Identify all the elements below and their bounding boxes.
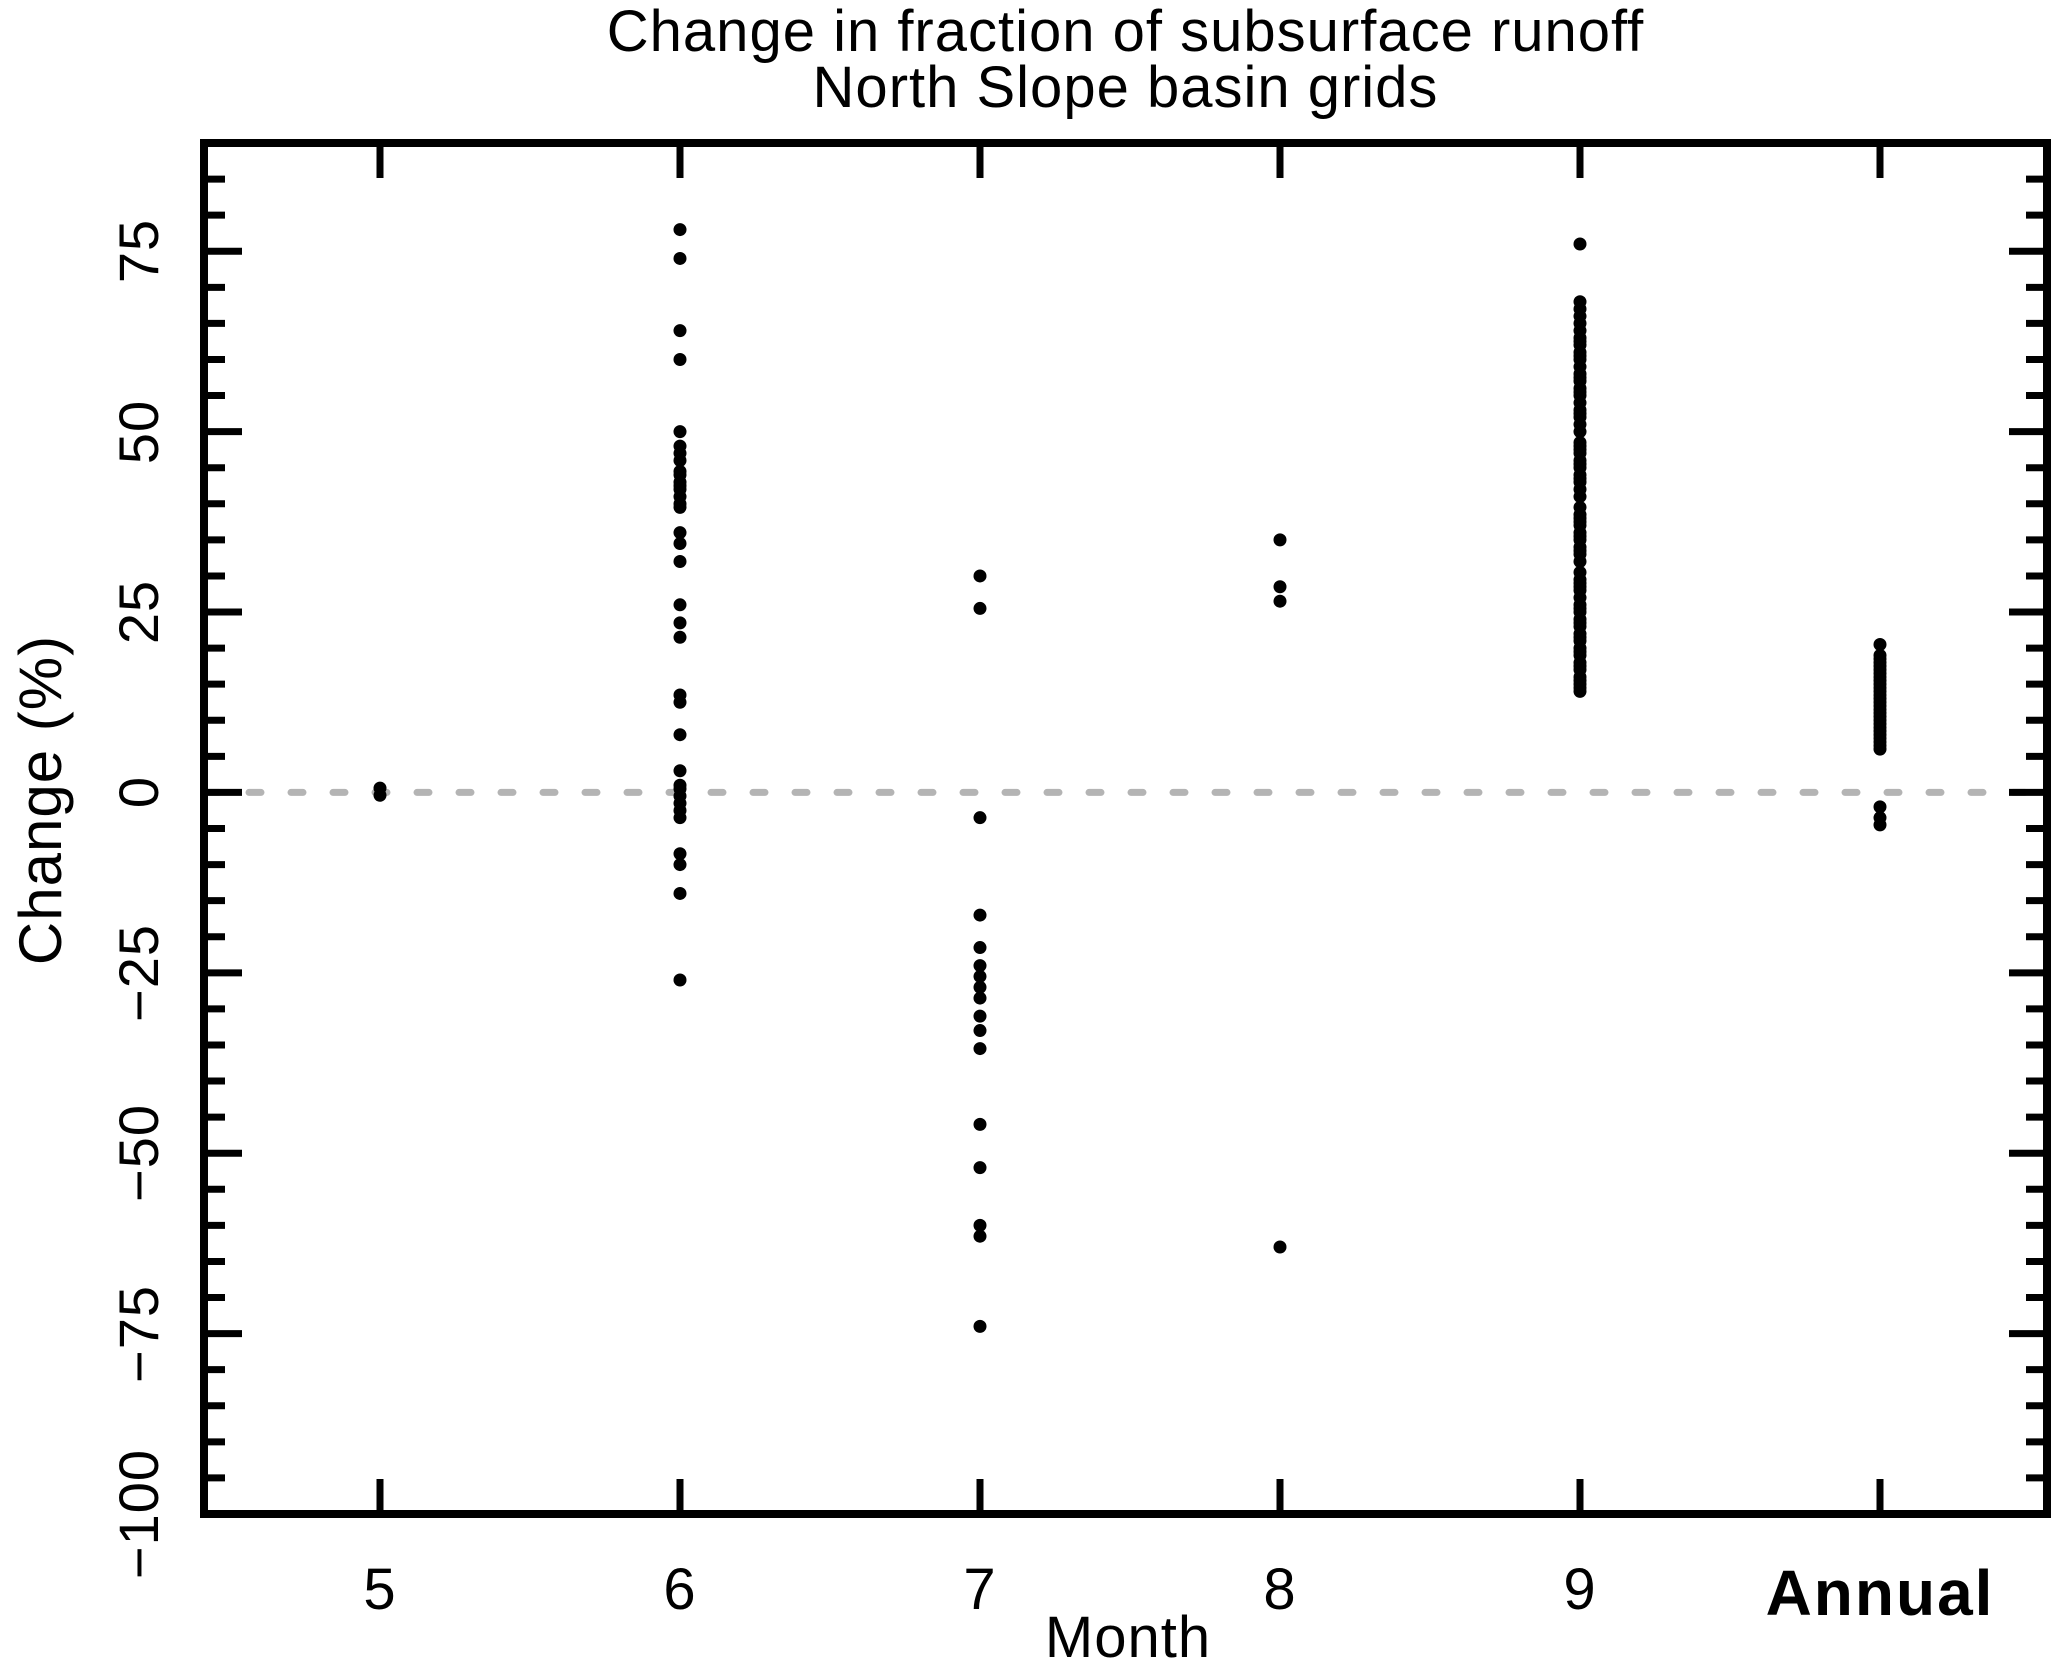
data-point [973,601,987,615]
data-point [1273,1240,1287,1254]
data-point [973,1161,987,1175]
data-point [1873,742,1887,756]
data-point [973,811,987,825]
data-point [673,223,687,237]
data-point [1573,555,1587,569]
data-point [973,1042,987,1056]
plot-frame [200,139,2051,1518]
x-tick-label: 5 [363,1557,397,1622]
data-point [673,598,687,612]
data-point [973,1229,987,1243]
data-point [973,969,987,983]
data-point [973,1117,987,1131]
data-point [1273,580,1287,594]
x-tick-label: 8 [1263,1557,1297,1622]
x-tick-label: Annual [1765,1557,1995,1629]
data-point [673,555,687,569]
data-point [973,941,987,955]
data-point [973,908,987,922]
data-point [673,973,687,987]
data-point [673,858,687,872]
data-point [1273,594,1287,608]
data-point [1573,684,1587,698]
data-point [673,616,687,630]
y-tick-label: −100 [106,1448,170,1580]
data-point [1573,237,1587,251]
data-point [973,569,987,583]
data-point [673,536,687,550]
x-tick-label: 6 [663,1557,697,1622]
data-point [973,1319,987,1333]
x-tick-label: 9 [1563,1557,1597,1622]
chart-title: Change in fraction of subsurface runoff … [204,0,2047,120]
x-tick-label: 7 [963,1557,997,1622]
data-point [973,991,987,1005]
x-ticks [376,143,1884,1514]
x-axis-title: Month [1044,1604,1212,1670]
data-point [1873,818,1887,832]
data-point [673,728,687,742]
data-point [373,788,387,802]
data-point [673,526,687,540]
data-point [673,425,687,439]
data-point [673,847,687,861]
data-point [973,980,987,994]
data-point [973,1218,987,1232]
data-point [673,630,687,644]
data-point [673,352,687,366]
data-point [673,811,687,825]
data-point [973,959,987,973]
data-point [1273,533,1287,547]
chart-title-line2: North Slope basin grids [812,55,1439,120]
data-point [673,886,687,900]
data-point [1573,490,1587,504]
data-point [673,453,687,467]
y-ticks [204,175,2047,1518]
data-point [973,1009,987,1023]
data-point [1873,800,1887,814]
data-point [673,251,687,265]
data-point [1873,637,1887,651]
data-points [373,223,1887,1333]
data-point [673,695,687,709]
data-point [1573,425,1587,439]
chart-title-line1: Change in fraction of subsurface runoff [606,0,1645,64]
data-point [673,500,687,514]
data-point [673,324,687,338]
data-point [673,764,687,778]
data-point [973,1024,987,1038]
